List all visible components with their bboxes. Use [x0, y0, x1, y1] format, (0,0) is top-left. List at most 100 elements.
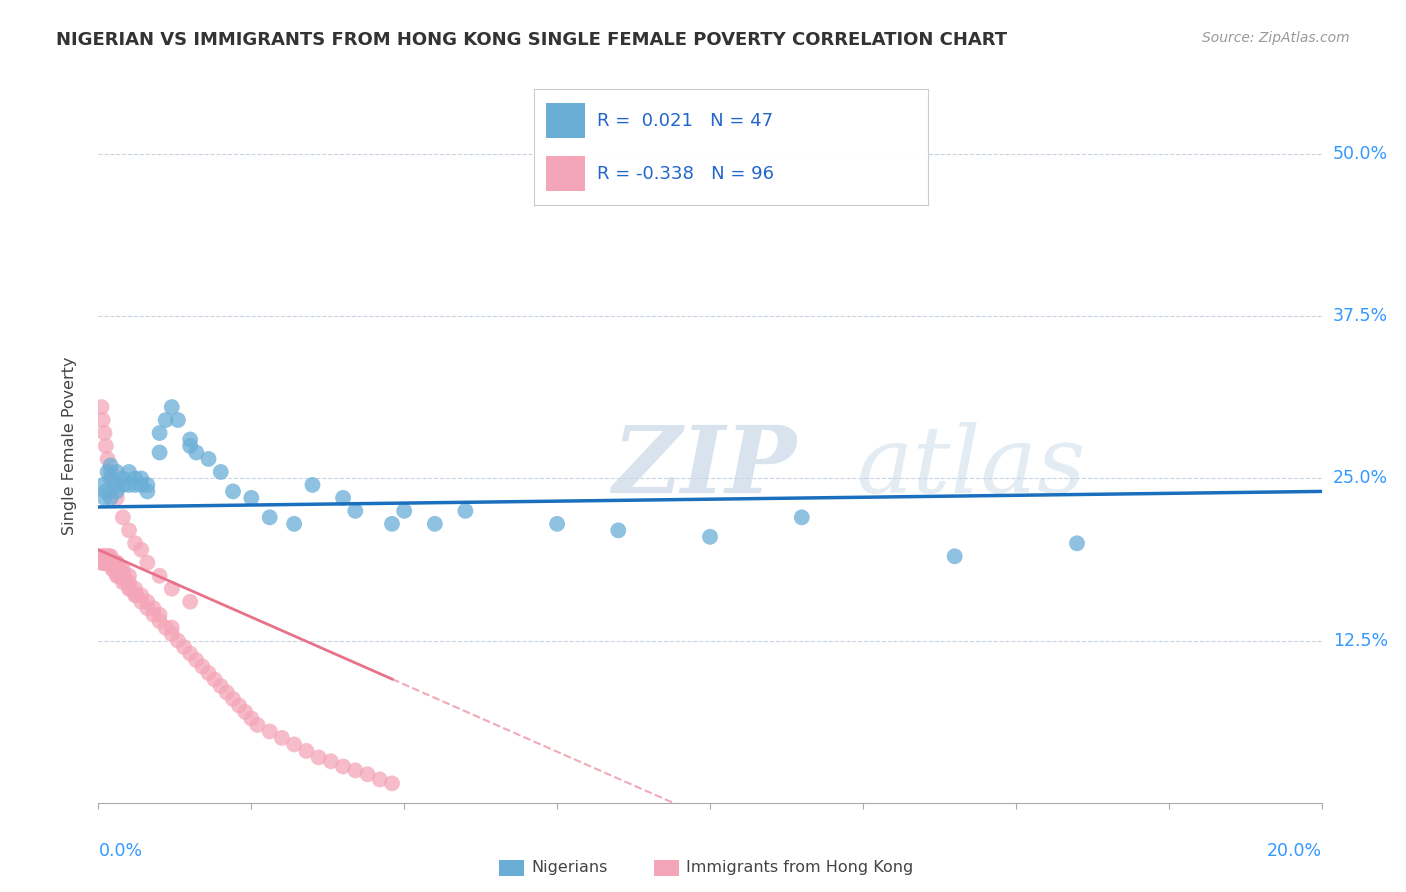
- Point: [160, 627, 183, 641]
- Point: [97, 465, 120, 479]
- Point: [96, 556, 118, 570]
- Point: [155, 413, 177, 427]
- Point: [308, 750, 330, 764]
- Point: [118, 582, 141, 596]
- Point: [259, 510, 281, 524]
- Point: [233, 705, 256, 719]
- Point: [107, 568, 129, 582]
- Point: [101, 562, 124, 576]
- Point: [111, 471, 134, 485]
- Point: [197, 666, 219, 681]
- Point: [167, 413, 190, 427]
- Text: 12.5%: 12.5%: [1333, 632, 1388, 649]
- Point: [173, 640, 195, 654]
- Point: [129, 542, 152, 557]
- Point: [111, 562, 134, 576]
- Point: [124, 588, 146, 602]
- Point: [259, 724, 281, 739]
- Point: [94, 556, 117, 570]
- Point: [283, 516, 305, 531]
- Y-axis label: Single Female Poverty: Single Female Poverty: [62, 357, 77, 535]
- Point: [943, 549, 966, 564]
- Text: Nigerians: Nigerians: [531, 861, 607, 875]
- Point: [94, 484, 117, 499]
- Point: [125, 588, 148, 602]
- Point: [368, 772, 391, 787]
- Point: [108, 562, 131, 576]
- Point: [295, 744, 318, 758]
- Point: [699, 530, 721, 544]
- Point: [167, 633, 190, 648]
- Point: [108, 568, 131, 582]
- Point: [136, 595, 159, 609]
- Point: [240, 711, 263, 725]
- Point: [94, 556, 117, 570]
- Point: [228, 698, 250, 713]
- Point: [105, 491, 128, 505]
- Point: [111, 568, 134, 582]
- Point: [240, 491, 263, 505]
- Point: [118, 524, 141, 538]
- Text: ZIP: ZIP: [612, 423, 796, 512]
- Point: [118, 568, 141, 582]
- Point: [103, 556, 125, 570]
- Point: [101, 556, 124, 570]
- Point: [103, 478, 125, 492]
- Point: [129, 478, 152, 492]
- Point: [103, 562, 125, 576]
- Point: [91, 549, 114, 564]
- Point: [344, 764, 367, 778]
- Point: [100, 549, 122, 564]
- Point: [186, 653, 208, 667]
- Point: [105, 465, 128, 479]
- Point: [97, 549, 120, 564]
- Point: [115, 575, 138, 590]
- Point: [160, 400, 183, 414]
- Point: [381, 516, 404, 531]
- Point: [392, 504, 416, 518]
- Text: NIGERIAN VS IMMIGRANTS FROM HONG KONG SINGLE FEMALE POVERTY CORRELATION CHART: NIGERIAN VS IMMIGRANTS FROM HONG KONG SI…: [56, 31, 1007, 49]
- Point: [423, 516, 446, 531]
- Point: [100, 556, 122, 570]
- Point: [105, 556, 128, 570]
- Point: [136, 484, 159, 499]
- Point: [129, 588, 152, 602]
- Text: Source: ZipAtlas.com: Source: ZipAtlas.com: [1202, 31, 1350, 45]
- Point: [100, 458, 122, 473]
- Point: [546, 516, 568, 531]
- Point: [90, 556, 112, 570]
- Point: [124, 582, 146, 596]
- Point: [160, 621, 183, 635]
- Point: [215, 685, 238, 699]
- Point: [381, 776, 404, 790]
- Point: [120, 582, 142, 596]
- Point: [356, 767, 378, 781]
- Point: [209, 465, 232, 479]
- Point: [97, 452, 120, 467]
- Point: [142, 607, 165, 622]
- Point: [204, 673, 226, 687]
- Point: [136, 478, 159, 492]
- Point: [790, 510, 813, 524]
- Point: [454, 504, 477, 518]
- Point: [124, 478, 146, 492]
- Point: [124, 536, 146, 550]
- Point: [105, 562, 128, 576]
- Text: R =  0.021   N = 47: R = 0.021 N = 47: [598, 112, 773, 129]
- Bar: [546, 156, 585, 191]
- Point: [91, 413, 114, 427]
- Point: [124, 471, 146, 485]
- Text: 25.0%: 25.0%: [1333, 469, 1388, 487]
- Point: [136, 556, 159, 570]
- Point: [96, 549, 118, 564]
- Point: [98, 549, 121, 564]
- Point: [118, 465, 141, 479]
- Point: [283, 738, 305, 752]
- Point: [93, 556, 115, 570]
- Point: [101, 556, 124, 570]
- Point: [129, 595, 152, 609]
- Point: [93, 491, 115, 505]
- Point: [100, 491, 122, 505]
- Point: [149, 607, 172, 622]
- Point: [105, 484, 128, 499]
